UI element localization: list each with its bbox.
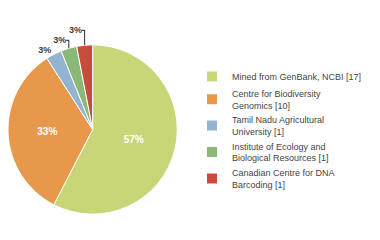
svg-text:3%: 3% bbox=[53, 35, 66, 45]
svg-text:57%: 57% bbox=[124, 134, 144, 145]
svg-text:3%: 3% bbox=[38, 45, 51, 55]
svg-text:3%: 3% bbox=[69, 25, 82, 35]
svg-text:33%: 33% bbox=[37, 126, 57, 137]
svg-text:Centre for BiodiversityGenomic: Centre for BiodiversityGenomics [10] bbox=[232, 89, 321, 111]
svg-text:Institute of Ecology andBiolog: Institute of Ecology andBiological Resou… bbox=[232, 142, 329, 164]
svg-text:Tamil Nadu AgriculturalUnivers: Tamil Nadu AgriculturalUniversity [1] bbox=[232, 115, 324, 137]
svg-text:Canadian Centre for DNABarcodi: Canadian Centre for DNABarcoding [1] bbox=[232, 168, 335, 190]
svg-text:Mined from GenBank, NCBI [17]: Mined from GenBank, NCBI [17] bbox=[232, 72, 361, 82]
